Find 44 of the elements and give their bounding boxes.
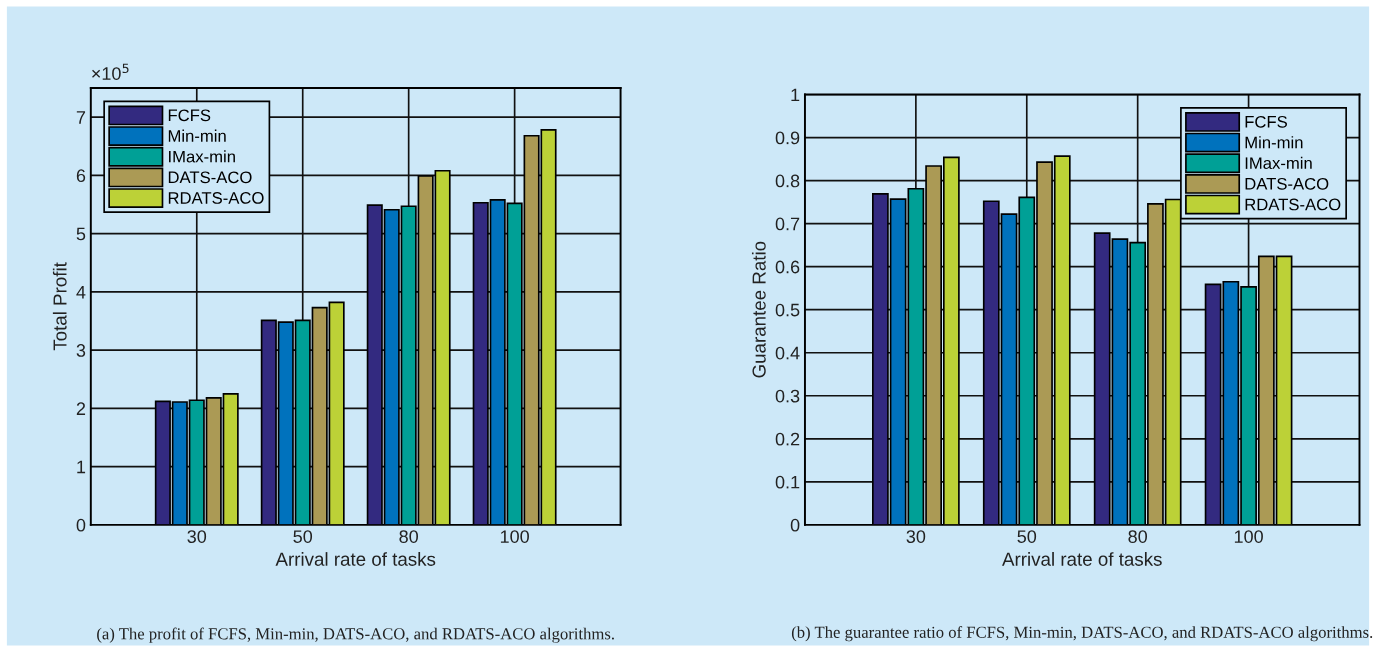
y-tick-label: 0.8 <box>775 174 800 188</box>
y-tick-label: 1 <box>791 88 800 102</box>
legend-label: DATS-ACO <box>1245 177 1329 190</box>
y-tick-label: 0.1 <box>775 475 800 489</box>
legend-label: RDATS-ACO <box>168 192 264 204</box>
legend-label: FCFS <box>168 109 211 122</box>
y-tick-label: 1 <box>77 460 86 474</box>
y-tick-label: 0 <box>790 518 800 532</box>
x-tick-label: 80 <box>1128 530 1148 543</box>
y-tick-label: 2 <box>76 402 86 415</box>
y-axis-title: Total Profit <box>52 262 67 351</box>
y-tick-label: 0.9 <box>775 131 800 145</box>
x-axis-title: Arrival rate of tasks <box>1002 552 1162 566</box>
x-tick-label: 80 <box>399 530 419 543</box>
x-tick-label: 100 <box>500 530 529 543</box>
y-tick-label: 3 <box>76 344 86 357</box>
text: (a) The profit of FCFS, Min-min, DATS-ACO, and RDATS-ACO algorithms. <box>97 627 614 643</box>
y-tick-label: 0.5 <box>775 303 800 317</box>
y-tick-label: 4 <box>76 286 86 299</box>
legend-label: RDATS-ACO <box>1245 198 1341 211</box>
legend-label: FCFS <box>1245 115 1287 128</box>
y-tick-label: 0.7 <box>775 217 800 231</box>
y-axis-title: Guarantee Ratio <box>751 241 766 378</box>
y-tick-label: 0 <box>76 518 86 532</box>
text: (b) The guarantee ratio of FCFS, Min-min, DATS-ACO, and RDATS-ACO algorithms. <box>791 625 1373 642</box>
y-tick-label: 5 <box>76 227 86 241</box>
x-tick-label: 30 <box>187 530 207 543</box>
y-tick-label: 0.3 <box>775 389 800 403</box>
x-axis-title: Arrival rate of tasks <box>275 552 436 566</box>
x-tick-label: 50 <box>293 530 313 543</box>
y-tick-label: 0.2 <box>775 432 800 446</box>
y-tick-label: 7 <box>76 111 86 124</box>
y-tick-label: 6 <box>76 169 86 183</box>
legend-label: IMax-min <box>1245 156 1312 170</box>
legend-label: Min-min <box>1245 136 1303 149</box>
legend-label: Min-min <box>168 129 226 142</box>
x-tick-label: 100 <box>1234 530 1263 543</box>
legend-label: DATS-ACO <box>168 171 252 184</box>
x-tick-label: 30 <box>906 530 926 543</box>
y-tick-label: 0.4 <box>775 346 800 360</box>
y-tick-label: 0.6 <box>775 260 800 274</box>
x-tick-label: 50 <box>1017 530 1037 543</box>
legend-label: IMax-min <box>169 150 235 163</box>
text: ×10$^{5}$ <box>92 63 129 80</box>
